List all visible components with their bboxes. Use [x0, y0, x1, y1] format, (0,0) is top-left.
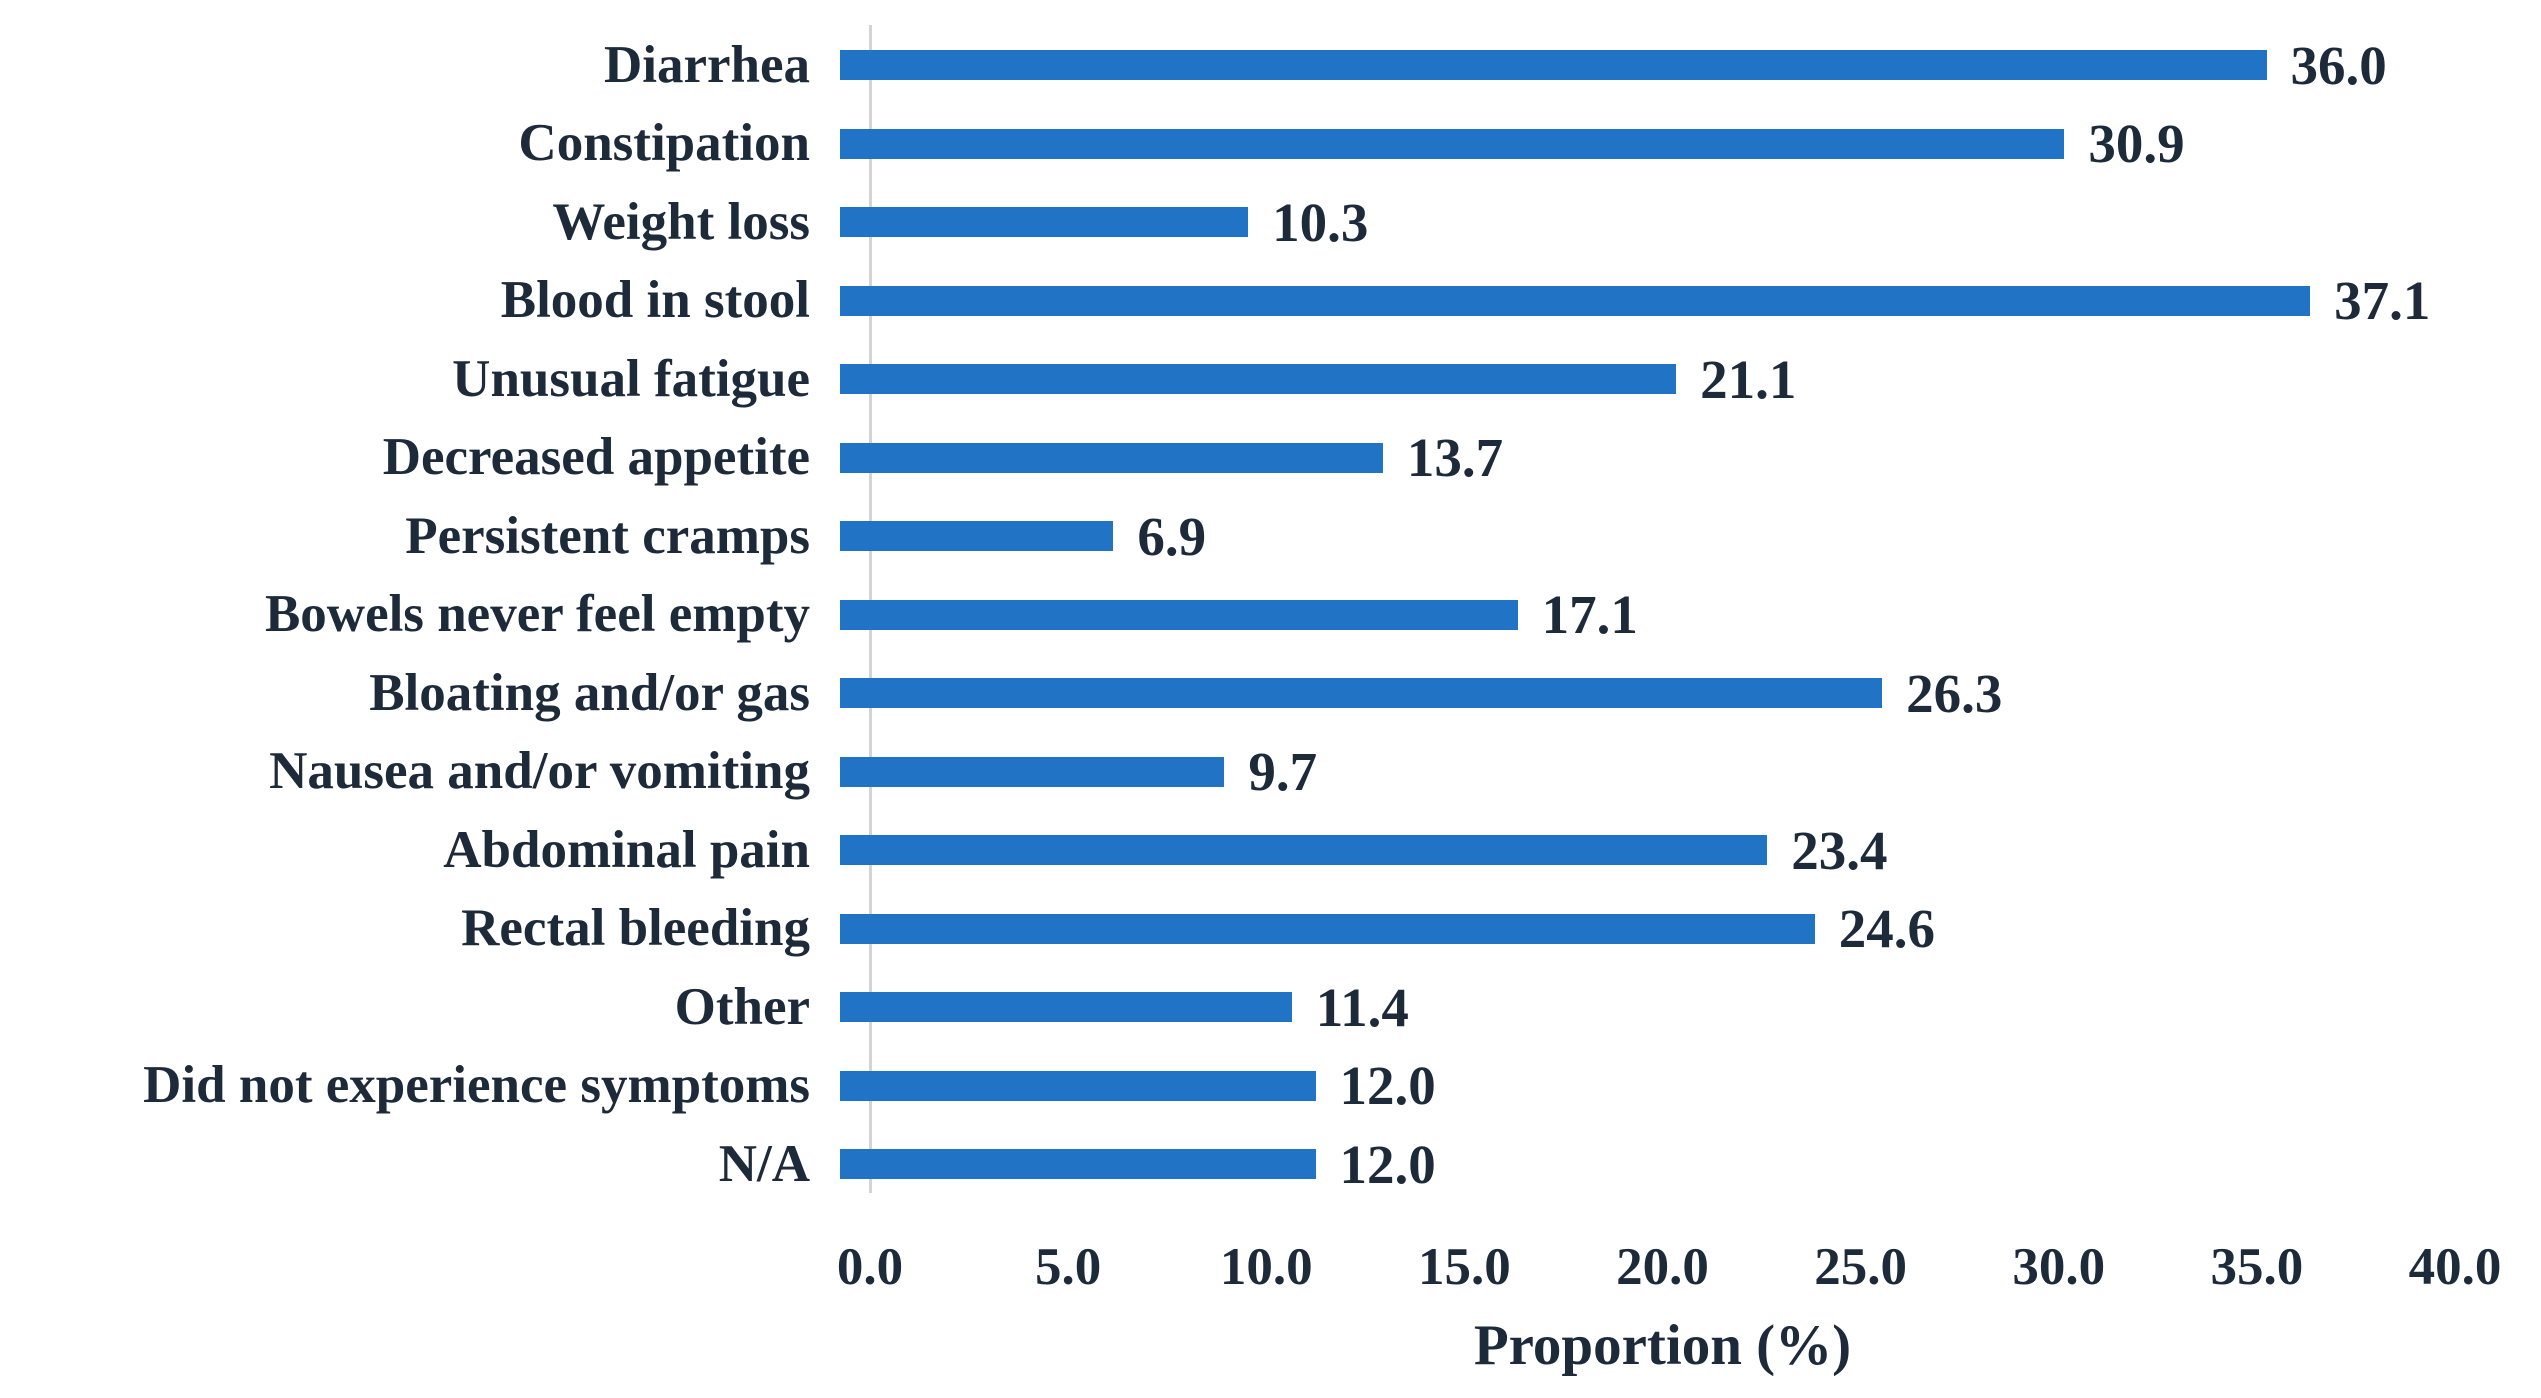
bar-row: Nausea and/or vomiting 9.7	[0, 733, 2541, 812]
category-label: Constipation	[518, 114, 810, 173]
value-label: 23.4	[1791, 819, 1888, 881]
value-label: 12.0	[1339, 1133, 1436, 1195]
x-tick-label: 0.0	[836, 1238, 904, 1296]
bar-zone: 37.1	[840, 262, 2541, 341]
bar-zone: 26.3	[840, 654, 2541, 733]
category-label: Unusual fatigue	[452, 349, 810, 408]
bar-zone: 13.7	[840, 419, 2541, 498]
category-label: Persistent cramps	[405, 506, 810, 565]
category-label: Bowels never feel empty	[264, 585, 810, 644]
bar-zone: 6.9	[840, 497, 2541, 576]
bar-row: Persistent cramps 6.9	[0, 497, 2541, 576]
x-tick-label: 5.0	[1035, 1238, 1102, 1296]
x-tick-label: 10.0	[1219, 1238, 1313, 1296]
value-label: 9.7	[1248, 741, 1318, 803]
plot-area: Diarrhea 36.0 Constipation 30.9 Weight l…	[0, 26, 2541, 1204]
x-tick-label: 30.0	[2012, 1238, 2106, 1296]
bar-row: N/A 12.0	[0, 1125, 2541, 1204]
bar	[840, 364, 1677, 395]
bar-zone: 11.4	[840, 968, 2541, 1047]
bar	[840, 207, 1249, 238]
bar-row: Blood in stool 37.1	[0, 262, 2541, 341]
bar	[840, 992, 1292, 1023]
bar	[840, 678, 1883, 709]
bar	[840, 128, 2065, 159]
category-label: Nausea and/or vomiting	[269, 742, 810, 801]
value-label: 13.7	[1406, 427, 1504, 489]
bar-row: Decreased appetite 13.7	[0, 419, 2541, 498]
bar-zone: 36.0	[840, 26, 2541, 105]
value-label: 21.1	[1700, 348, 1797, 410]
category-label: N/A	[718, 1134, 810, 1193]
bar-zone: 24.6	[840, 890, 2541, 969]
bar	[840, 913, 1815, 944]
value-label: 36.0	[2290, 34, 2387, 96]
bar-row: Weight loss 10.3	[0, 183, 2541, 262]
category-label: Blood in stool	[500, 271, 810, 330]
bar-row: Constipation 30.9	[0, 105, 2541, 184]
bar-row: Rectal bleeding 24.6	[0, 890, 2541, 969]
bar-row: Abdominal pain 23.4	[0, 811, 2541, 890]
bar-zone: 23.4	[840, 811, 2541, 890]
bar	[840, 599, 1518, 630]
category-label: Decreased appetite	[382, 428, 810, 487]
category-label: Rectal bleeding	[461, 899, 810, 958]
value-label: 30.9	[2088, 113, 2185, 175]
bar-zone: 9.7	[840, 733, 2541, 812]
bar-zone: 12.0	[840, 1047, 2541, 1126]
x-axis-title: Proportion (%)	[1473, 1314, 1852, 1377]
bar	[840, 1149, 1316, 1180]
bar	[840, 285, 2311, 316]
category-label: Diarrhea	[603, 35, 810, 94]
bar	[840, 1070, 1316, 1101]
bar-row: Bloating and/or gas 26.3	[0, 654, 2541, 733]
bar	[840, 442, 1383, 473]
bar-row: Bowels never feel empty 17.1	[0, 576, 2541, 655]
bar-row: Other 11.4	[0, 968, 2541, 1047]
x-tick-label: 35.0	[2210, 1238, 2304, 1296]
bar-zone: 10.3	[840, 183, 2541, 262]
bar	[840, 521, 1114, 552]
value-label: 6.9	[1137, 505, 1207, 567]
category-label: Did not experience symptoms	[143, 1056, 810, 1115]
value-label: 24.6	[1838, 898, 1936, 960]
x-tick-label: 20.0	[1616, 1238, 1709, 1296]
category-label: Other	[674, 977, 810, 1036]
x-axis-tick-labels: 0.0 5.0 10.0 15.0 20.0 25.0 30.0 35.0 40…	[837, 1238, 2502, 1300]
value-label: 11.4	[1315, 976, 1409, 1038]
value-label: 26.3	[1906, 662, 2003, 724]
category-label: Weight loss	[552, 192, 810, 251]
value-label: 37.1	[2334, 270, 2431, 332]
x-tick-label: 40.0	[2408, 1238, 2502, 1296]
bar	[840, 835, 1768, 866]
bar	[840, 756, 1225, 787]
bar-zone: 12.0	[840, 1125, 2541, 1204]
x-tick-label: 25.0	[1814, 1238, 1907, 1296]
value-label: 10.3	[1272, 191, 1369, 253]
bar-row: Did not experience symptoms 12.0	[0, 1047, 2541, 1126]
value-label: 17.1	[1541, 584, 1638, 646]
bar-zone: 21.1	[840, 340, 2541, 419]
category-label: Bloating and/or gas	[369, 663, 810, 722]
bar-zone: 30.9	[840, 105, 2541, 184]
category-label: Abdominal pain	[443, 820, 810, 879]
bar	[840, 50, 2267, 81]
bar-zone: 17.1	[840, 576, 2541, 655]
bar-row: Unusual fatigue 21.1	[0, 340, 2541, 419]
bar-row: Diarrhea 36.0	[0, 26, 2541, 105]
value-label: 12.0	[1339, 1055, 1436, 1117]
x-tick-label: 15.0	[1418, 1238, 1511, 1296]
